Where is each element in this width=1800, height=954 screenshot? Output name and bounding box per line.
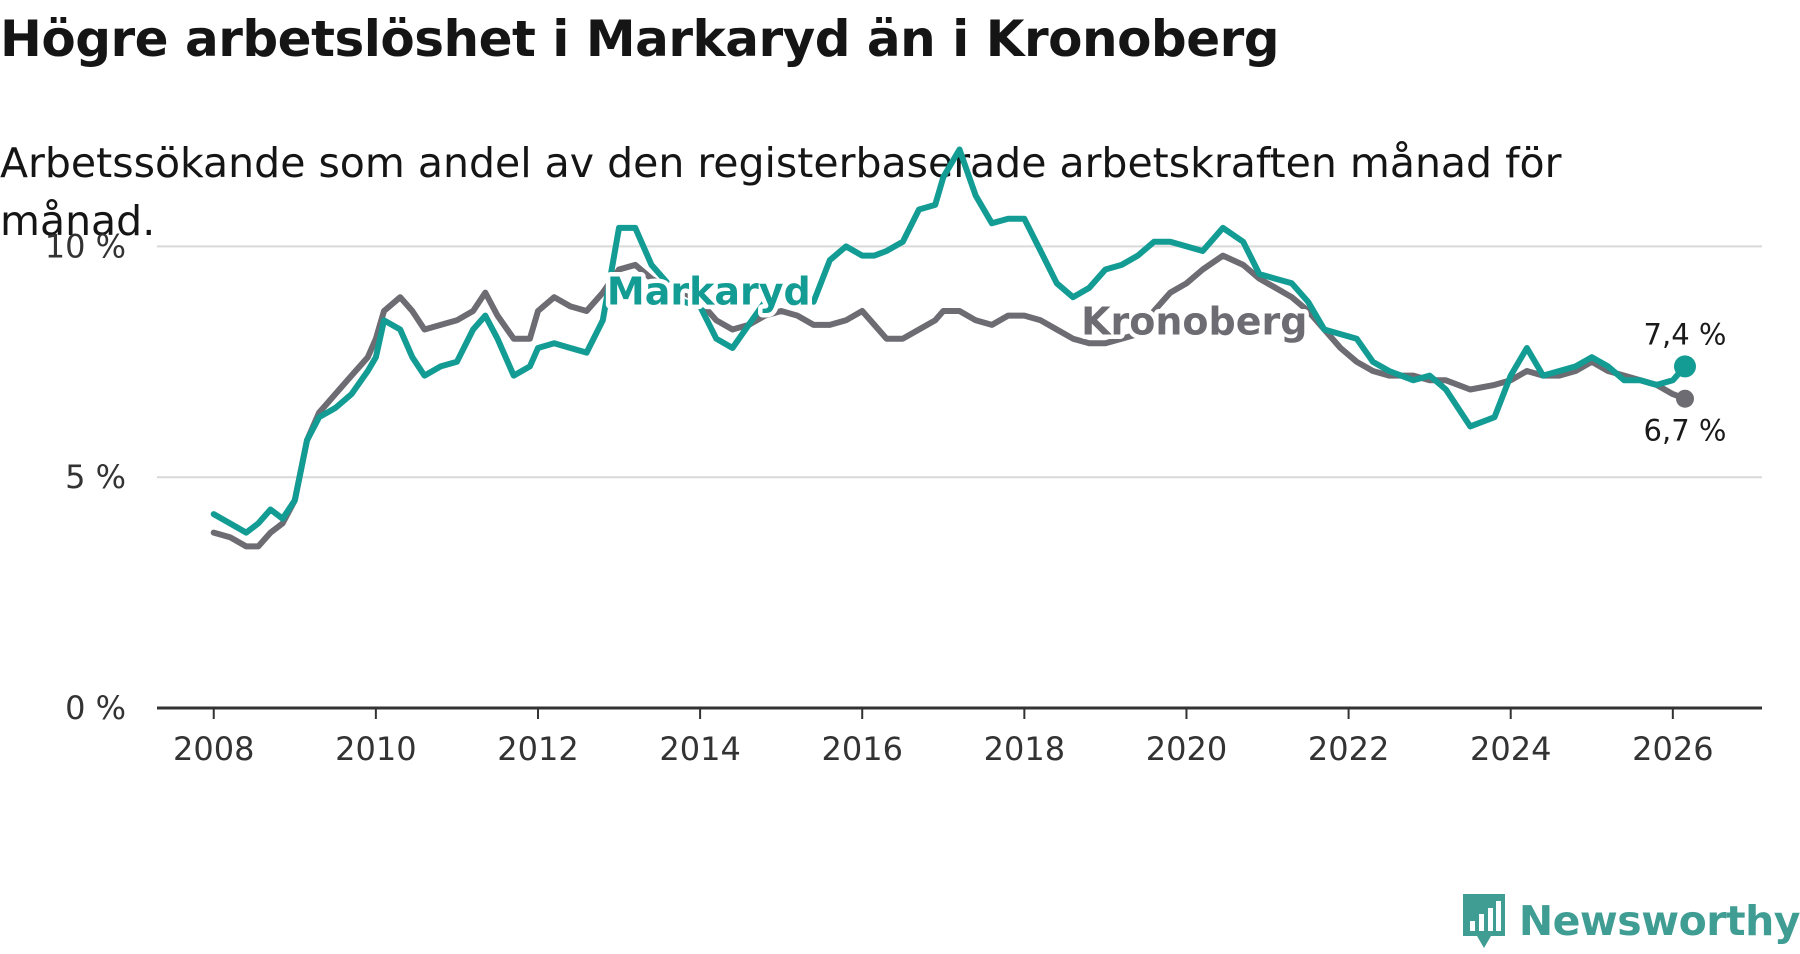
- end-label-markaryd: 7,4 %: [1644, 317, 1727, 351]
- x-tick-label: 2022: [1308, 730, 1389, 768]
- newsworthy-logo: Newsworthy: [1459, 888, 1800, 954]
- newsworthy-icon: [1462, 894, 1505, 948]
- brand-name: Newsworthy: [1518, 897, 1800, 945]
- x-tick-label: 2018: [984, 730, 1065, 768]
- x-tick-label: 2012: [497, 730, 578, 768]
- x-tick-label: 2008: [173, 730, 254, 768]
- end-marker-kronoberg: [1675, 389, 1694, 408]
- x-tick-label: 2020: [1146, 730, 1227, 768]
- y-tick-label: 5 %: [65, 458, 126, 496]
- x-tick-label: 2014: [659, 730, 740, 768]
- x-tick-label: 2010: [335, 730, 416, 768]
- series-lines: [210, 146, 1696, 550]
- x-axis: 2008 2010 2012 2014 2016 2018 2020 2022 2024 2026: [157, 706, 1762, 768]
- x-tick-label: 2026: [1632, 730, 1713, 768]
- series-line-kronoberg: [210, 252, 1688, 550]
- x-tick-label: 2024: [1470, 730, 1551, 768]
- y-tick-label: 0 %: [65, 689, 126, 727]
- gridlines: [157, 245, 1762, 479]
- x-tick-label: 2016: [822, 730, 903, 768]
- y-axis-ticks: 0 % 5 % 10 %: [45, 227, 126, 727]
- end-label-kronoberg: 6,7 %: [1644, 414, 1727, 448]
- y-tick-label: 10 %: [45, 227, 126, 265]
- chart-subtitle: Arbetssökande som andel av den registerb…: [0, 139, 1562, 245]
- line-chart: 0 %5 %10 % 2008 2010 2012 2014 2016 2018 2020 2…: [45, 146, 1762, 768]
- end-marker-markaryd: [1673, 355, 1696, 378]
- series-line-markaryd: [210, 146, 1688, 536]
- chart-title: Högre arbetslöshet i Markaryd än i Krono…: [0, 10, 1280, 68]
- series-label-kronoberg: Kronoberg: [1081, 299, 1307, 343]
- series-label-markaryd: Markaryd: [607, 269, 811, 313]
- series-labels: Markaryd Kronoberg 7,4 % 6,7 %: [602, 265, 1727, 448]
